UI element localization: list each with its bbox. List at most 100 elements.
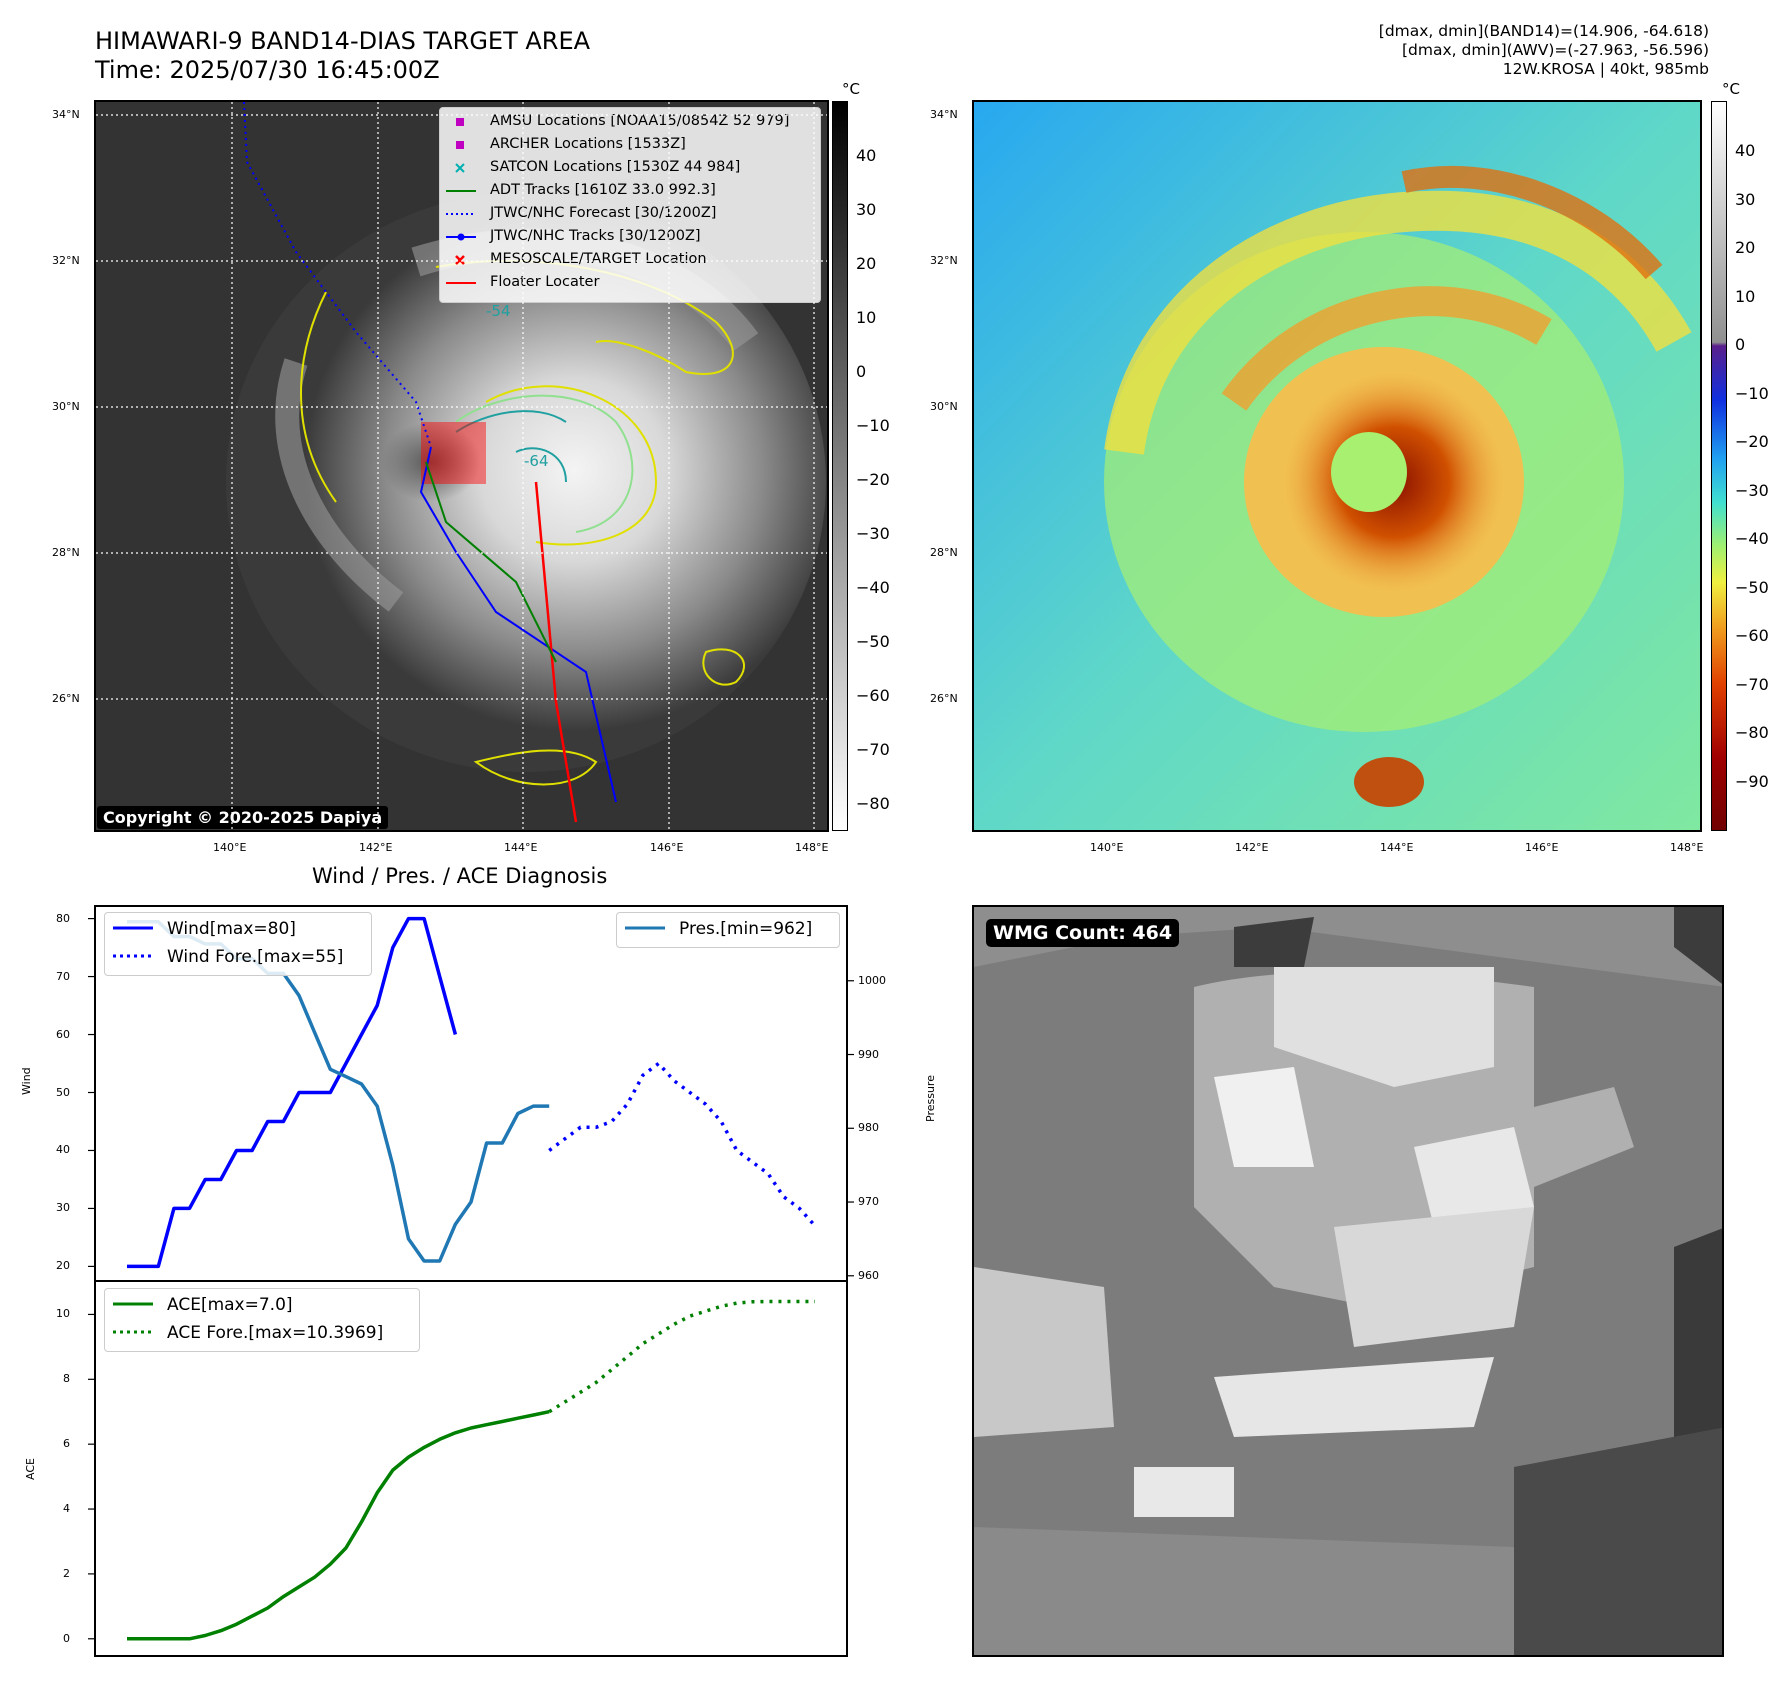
colorbar-tick: −70 xyxy=(1735,675,1769,694)
colorbar-tick: −90 xyxy=(1735,772,1769,791)
lat-label: 26°N xyxy=(930,692,958,705)
lon-label: 142°E xyxy=(359,841,393,854)
lon-label: 148°E xyxy=(1670,841,1704,854)
legend-label: JTWC/NHC Tracks [30/1200Z] xyxy=(490,228,701,244)
colorbar-tick: −80 xyxy=(1735,723,1769,742)
colorbar-tick: −50 xyxy=(1735,578,1769,597)
lat-label: 28°N xyxy=(52,546,80,559)
colorbar-tick: −70 xyxy=(856,740,890,759)
awv-map xyxy=(972,100,1702,832)
colorbar-tick: −10 xyxy=(856,416,890,435)
legend-label: Floater Locater xyxy=(490,274,600,290)
colorbar-tick: 30 xyxy=(856,200,877,219)
legend-marker xyxy=(456,141,464,149)
colorbar2-unit: °C xyxy=(1722,80,1740,98)
pressure-legend: Pres.[min=962] xyxy=(616,912,840,948)
colorbar2 xyxy=(1711,101,1727,831)
legend-item: ACE Fore.[max=10.3969] xyxy=(105,1322,419,1344)
legend-item: Floater Locater xyxy=(440,273,820,295)
legend-label: Wind[max=80] xyxy=(167,919,296,939)
legend-marker xyxy=(446,213,476,215)
ace-chart xyxy=(94,1280,848,1657)
legend-item: ADT Tracks [1610Z 33.0 992.3] xyxy=(440,181,820,203)
legend-marker xyxy=(113,1302,153,1306)
legend-label: Wind Fore.[max=55] xyxy=(167,947,344,967)
colorbar-tick: −40 xyxy=(856,578,890,597)
colorbar-tick: 30 xyxy=(1735,190,1756,209)
colorbar-tick: 0 xyxy=(1735,335,1746,354)
lat-label: 34°N xyxy=(52,108,80,121)
lon-label: 140°E xyxy=(1090,841,1124,854)
wind-axis-label: Wind xyxy=(20,1067,33,1095)
colorbar-tick: −10 xyxy=(1735,384,1769,403)
tick-label: 70 xyxy=(56,969,70,983)
legend-marker xyxy=(455,255,465,265)
info-line-3: 12W.KROSA | 40kt, 985mb xyxy=(1502,60,1709,78)
legend-marker xyxy=(113,926,153,930)
legend-item: ACE[max=7.0] xyxy=(105,1294,419,1316)
colorbar-tick: 20 xyxy=(1735,238,1756,257)
tick-label: 980 xyxy=(858,1121,879,1135)
tick-label: 8 xyxy=(63,1372,70,1386)
tick-label: 20 xyxy=(56,1259,70,1273)
legend-marker xyxy=(456,118,464,126)
legend-label: ACE Fore.[max=10.3969] xyxy=(167,1323,384,1343)
tick-label: 6 xyxy=(63,1437,70,1451)
colorbar-tick: −40 xyxy=(1735,529,1769,548)
tick-label: 80 xyxy=(56,911,70,925)
lat-label: 30°N xyxy=(52,400,80,413)
lon-label: 142°E xyxy=(1235,841,1269,854)
lon-label: 144°E xyxy=(1380,841,1414,854)
colorbar-tick: −60 xyxy=(1735,626,1769,645)
tick-label: 30 xyxy=(56,1201,70,1215)
chart-title: Wind / Pres. / ACE Diagnosis xyxy=(312,864,608,888)
colorbar-tick: −60 xyxy=(856,686,890,705)
colorbar-tick: −20 xyxy=(1735,432,1769,451)
wind-legend: Wind[max=80] Wind Fore.[max=55] xyxy=(104,912,372,976)
legend-marker xyxy=(446,233,476,241)
legend-label: ARCHER Locations [1533Z] xyxy=(490,136,686,152)
legend-label: SATCON Locations [1530Z 44 984] xyxy=(490,159,741,175)
copyright-label: Copyright © 2020-2025 Dapiya xyxy=(97,806,389,829)
tick-label: 960 xyxy=(858,1268,879,1282)
legend-item: MESOSCALE/TARGET Location xyxy=(440,250,820,272)
title-line-1: HIMAWARI-9 BAND14-DIAS TARGET AREA xyxy=(95,27,591,55)
tick-label: 40 xyxy=(56,1143,70,1157)
pressure-axis-label: Pressure xyxy=(924,1075,937,1122)
lon-label: 148°E xyxy=(795,841,829,854)
tick-label: 0 xyxy=(63,1631,70,1645)
colorbar-tick: −50 xyxy=(856,632,890,651)
colorbar-tick: 20 xyxy=(856,254,877,273)
tick-label: 50 xyxy=(56,1085,70,1099)
map-legend: AMSU Locations [NOAA15/0854Z 52 979] ARC… xyxy=(439,107,821,303)
tick-label: 10 xyxy=(56,1307,70,1321)
info-line-2: [dmax, dmin](AWV)=(-27.963, -56.596) xyxy=(1402,41,1709,59)
contour-label: -54 xyxy=(486,302,511,320)
info-line-1: [dmax, dmin](BAND14)=(14.906, -64.618) xyxy=(1378,22,1709,40)
legend-item: Wind[max=80] xyxy=(105,918,371,940)
legend-item: JTWC/NHC Forecast [30/1200Z] xyxy=(440,204,820,226)
lat-label: 28°N xyxy=(930,546,958,559)
colorbar-tick: 10 xyxy=(1735,287,1756,306)
legend-item: JTWC/NHC Tracks [30/1200Z] xyxy=(440,227,820,249)
lon-label: 144°E xyxy=(504,841,538,854)
storm-info: [dmax, dmin](BAND14)=(14.906, -64.618) [… xyxy=(1379,22,1709,79)
legend-marker xyxy=(113,1330,153,1334)
figure-title: HIMAWARI-9 BAND14-DIAS TARGET AREA Time:… xyxy=(95,27,590,85)
legend-label: ACE[max=7.0] xyxy=(167,1295,293,1315)
tick-label: 970 xyxy=(858,1195,879,1209)
ace-axis-label: ACE xyxy=(24,1458,37,1480)
colorbar-tick: 40 xyxy=(1735,141,1756,160)
legend-item: ARCHER Locations [1533Z] xyxy=(440,135,820,157)
colorbar1-unit: °C xyxy=(842,80,860,98)
lat-label: 34°N xyxy=(930,108,958,121)
lat-label: 32°N xyxy=(930,254,958,267)
colorbar-tick: −30 xyxy=(1735,481,1769,500)
legend-label: JTWC/NHC Forecast [30/1200Z] xyxy=(490,205,717,221)
colorbar-tick: −30 xyxy=(856,524,890,543)
legend-label: ADT Tracks [1610Z 33.0 992.3] xyxy=(490,182,716,198)
legend-marker xyxy=(113,954,153,958)
legend-marker xyxy=(455,163,465,173)
colorbar-tick: −20 xyxy=(856,470,890,489)
tick-label: 990 xyxy=(858,1047,879,1061)
